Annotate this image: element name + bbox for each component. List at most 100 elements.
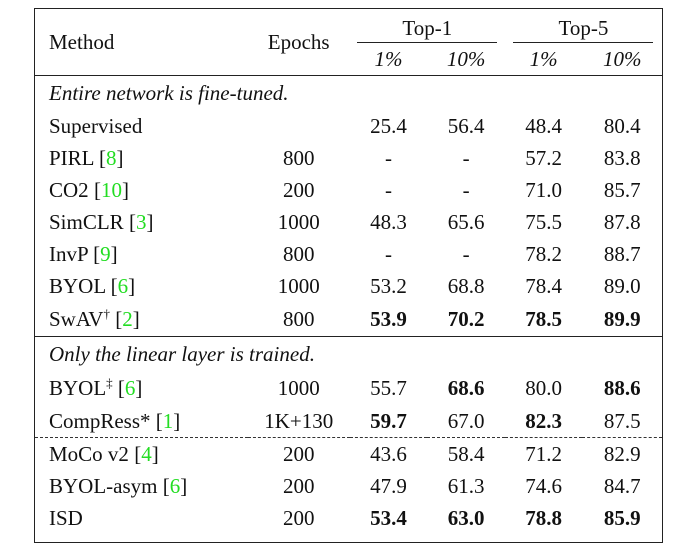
epochs-cell: 1000: [277, 273, 320, 298]
epochs-cell: 200: [282, 177, 315, 202]
top5-10pct-cell: 89.0: [603, 273, 641, 298]
method-name: CompRess*: [49, 408, 156, 433]
citation-link[interactable]: 3: [135, 209, 147, 234]
citation-link[interactable]: 6: [117, 273, 129, 298]
top5-10pct-cell: 80.4: [603, 113, 641, 138]
method-cell: BYOL [6]: [49, 273, 136, 298]
method-header: Method: [49, 29, 115, 54]
subheader-top1-1pct: 1%: [374, 46, 403, 71]
top5-1pct-cell: 80.0: [525, 375, 563, 400]
table-row: CompRess* [1] 1K+130 59.7 67.0 82.3 87.5: [35, 405, 662, 438]
top5-1pct-cell: 71.0: [525, 177, 563, 202]
method-cell: ISD: [35, 502, 248, 534]
table-row: Supervised 25.4 56.4 48.4 80.4: [35, 110, 662, 142]
method-name: BYOL-asym: [49, 473, 163, 498]
section-title: Only the linear layer is trained.: [35, 336, 662, 371]
top1-1pct-cell: 25.4: [370, 113, 407, 138]
results-table: Method Epochs Top-1 Top-5 1% 10% 1% 10% …: [35, 9, 662, 534]
method-cell: CompRess* [1]: [49, 408, 181, 433]
top5-1pct-cell: 75.5: [525, 209, 563, 234]
table-row: InvP [9] 800 - - 78.2 88.7: [35, 238, 662, 270]
epochs-cell: 200: [247, 437, 350, 470]
table-row: CO2 [10] 200 - - 71.0 85.7: [35, 174, 662, 206]
top5-10pct-cell: 82.9: [582, 437, 662, 470]
citation-link[interactable]: 2: [122, 306, 133, 331]
subheader-top5-1pct: 1%: [529, 46, 558, 71]
top1-10pct-cell: 70.2: [447, 306, 485, 331]
top1-10pct-cell: 58.4: [427, 437, 505, 470]
citation-link[interactable]: 4: [141, 441, 152, 466]
epochs-cell: 1000: [277, 209, 320, 234]
top5-10pct-cell: 83.8: [603, 145, 641, 170]
method-name: PIRL: [49, 145, 99, 170]
top1-rule: [357, 42, 498, 43]
epochs-cell: 200: [282, 505, 315, 530]
table-row: BYOL-asym [6] 200 47.9 61.3 74.6 84.7: [35, 470, 662, 502]
results-table-frame: Method Epochs Top-1 Top-5 1% 10% 1% 10% …: [34, 8, 663, 543]
method-name: CO2: [49, 177, 94, 202]
subheader-top5-10pct: 10%: [602, 46, 642, 71]
top1-1pct-cell: 43.6: [349, 437, 428, 470]
top5-1pct-cell: 74.6: [525, 473, 563, 498]
method-cell: MoCo v2 [4]: [35, 437, 248, 470]
top5-label: Top-5: [558, 16, 609, 40]
table-row: ISD 200 53.4 63.0 78.8 85.9: [35, 502, 662, 534]
section-header: Only the linear layer is trained.: [35, 336, 662, 371]
method-name: BYOL: [49, 375, 107, 400]
section-title: Entire network is fine-tuned.: [35, 75, 662, 110]
citation-link[interactable]: 1: [162, 408, 174, 433]
epochs-cell: 1K+130: [264, 408, 334, 433]
top5-10pct-cell: 85.9: [603, 505, 641, 530]
top5-10pct-cell: 87.5: [603, 408, 641, 433]
epochs-cell: 800: [282, 306, 315, 331]
method-cell: SimCLR [3]: [49, 209, 154, 234]
table-row: SwAV† [2] 800 53.9 70.2 78.5 89.9: [35, 302, 662, 337]
top1-10pct-cell: -: [462, 177, 470, 202]
top5-10pct-cell: 85.7: [603, 177, 641, 202]
method-cell: InvP [9]: [49, 241, 118, 266]
top1-10pct-cell: 68.8: [447, 273, 485, 298]
method-cell: BYOL‡ [6]: [49, 374, 143, 400]
top5-10pct-cell: 87.8: [603, 209, 641, 234]
citation-link[interactable]: 10: [100, 177, 122, 202]
method-cell: BYOL-asym [6]: [49, 473, 188, 498]
citation-link[interactable]: 6: [169, 473, 181, 498]
method-name: SwAV: [49, 306, 104, 331]
top5-10pct-cell: 84.7: [603, 473, 641, 498]
top1-1pct-cell: 48.3: [370, 209, 407, 234]
top5-1pct-cell: 78.4: [525, 273, 563, 298]
citation-link[interactable]: 8: [105, 145, 117, 170]
top5-1pct-cell: 78.2: [525, 241, 563, 266]
subheader-top1-10pct: 10%: [446, 46, 486, 71]
top1-1pct-cell: 55.7: [370, 375, 407, 400]
table-row: BYOL‡ [6] 1000 55.7 68.6 80.0 88.6: [35, 371, 662, 405]
top5-1pct-cell: 57.2: [525, 145, 563, 170]
table-row: PIRL [8] 800 - - 57.2 83.8: [35, 142, 662, 174]
top5-1pct-cell: 82.3: [525, 408, 563, 433]
epochs-cell: 200: [282, 473, 315, 498]
citation-link[interactable]: 6: [124, 375, 136, 400]
top5-1pct-cell: 71.2: [504, 437, 583, 470]
top1-10pct-cell: -: [462, 145, 470, 170]
method-name: ISD: [49, 505, 83, 530]
top5-10pct-cell: 88.6: [603, 375, 641, 400]
method-name: Supervised: [49, 113, 143, 138]
top1-10pct-cell: 56.4: [447, 113, 485, 138]
top1-10pct-cell: 68.6: [447, 375, 485, 400]
top1-10pct-cell: 67.0: [447, 408, 485, 433]
top1-1pct-cell: 47.9: [370, 473, 407, 498]
method-cell: CO2 [10]: [49, 177, 129, 202]
top1-1pct-cell: 59.7: [370, 408, 407, 433]
top5-10pct-cell: 89.9: [603, 306, 641, 331]
epochs-cell: 800: [282, 241, 315, 266]
top1-10pct-cell: 61.3: [447, 473, 485, 498]
citation-link[interactable]: 9: [100, 241, 111, 266]
top1-header: Top-1: [350, 9, 505, 43]
method-cell: PIRL [8]: [49, 145, 124, 170]
footnote-mark: ‡: [106, 374, 113, 390]
table-row: MoCo v2 [4] 200 43.6 58.4 71.2 82.9: [35, 437, 662, 470]
method-name: MoCo v2: [49, 441, 135, 466]
top5-1pct-cell: 78.8: [525, 505, 563, 530]
top5-1pct-cell: 78.5: [525, 306, 563, 331]
top1-10pct-cell: 65.6: [447, 209, 485, 234]
